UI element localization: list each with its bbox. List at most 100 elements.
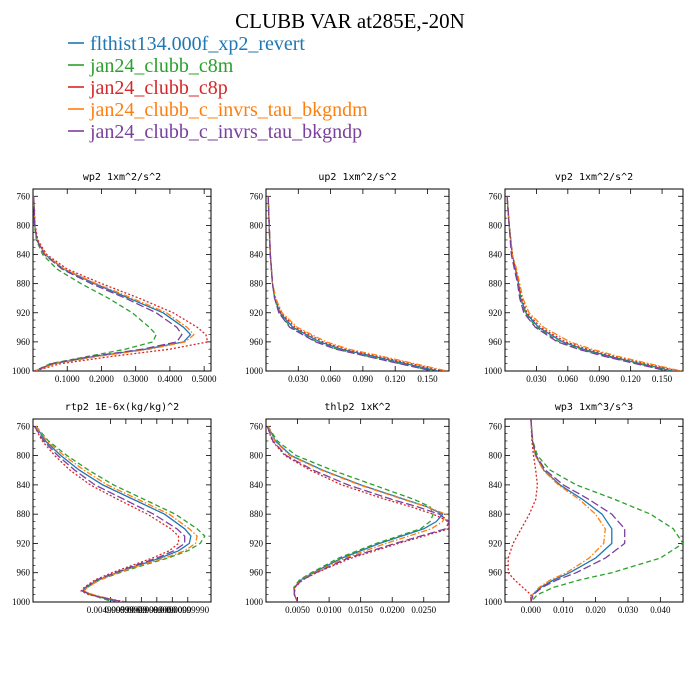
y-tick-label: 1000	[245, 366, 264, 376]
series-line	[530, 419, 626, 602]
y-tick-label: 880	[489, 509, 503, 519]
x-tick-label: 0.150	[652, 374, 673, 384]
y-tick-label: 1000	[12, 597, 31, 607]
series-line	[506, 196, 673, 371]
y-tick-label: 960	[17, 568, 31, 578]
x-tick-label: 0.010	[553, 605, 574, 615]
y-tick-label: 840	[489, 250, 503, 260]
y-tick-label: 1000	[12, 366, 31, 376]
series-line	[506, 196, 670, 371]
y-tick-label: 920	[17, 308, 31, 318]
series-line	[267, 425, 434, 602]
x-tick-label: 0.1000	[55, 374, 80, 384]
series-line	[507, 419, 539, 602]
series-group	[507, 419, 683, 602]
y-tick-label: 840	[489, 480, 503, 490]
panel-frame	[265, 188, 450, 372]
panel-title: thlp2 1xK^2	[324, 402, 390, 413]
series-line	[33, 196, 195, 371]
y-tick-label: 800	[489, 451, 503, 461]
series-line	[35, 425, 198, 602]
x-tick-label: 0.030	[526, 374, 547, 384]
panel-6: wp3 1xm^3/s^3 760 800 840 880 920 960 1000 0.000…	[484, 402, 684, 615]
x-tick-label: 0.030	[288, 374, 309, 384]
series-line	[267, 426, 444, 602]
series-group	[33, 196, 209, 371]
series-line	[35, 425, 206, 602]
legend-entry: jan24_clubb_c8m	[68, 55, 234, 77]
y-tick-label: 760	[17, 191, 31, 201]
x-tick-label: 0.4000	[158, 374, 183, 384]
legend-entry: jan24_clubb_c_invrs_tau_bkgndm	[68, 99, 368, 121]
y-tick-label: 960	[250, 568, 264, 578]
y-tick-label: 800	[17, 451, 31, 461]
panel-frame	[265, 418, 450, 603]
panel-4: rtp2 1E-6x(kg/kg)^2 760 800 840 880 920 960 100…	[12, 402, 212, 615]
y-tick-label: 760	[489, 421, 503, 431]
y-tick-label: 760	[250, 421, 264, 431]
y-tick-label: 840	[250, 250, 264, 260]
series-line	[506, 196, 682, 371]
x-tick-label: 0.120	[621, 374, 642, 384]
panel-frame	[504, 188, 684, 372]
series-line	[530, 419, 606, 602]
y-tick-label: 1000	[484, 597, 503, 607]
x-tick-label: 0.00699999	[120, 605, 163, 615]
x-tick-label: 0.090	[353, 374, 374, 384]
x-tick-label: 0.030	[618, 605, 639, 615]
series-line	[33, 196, 183, 371]
series-line	[33, 425, 186, 602]
y-tick-label: 960	[489, 568, 503, 578]
y-tick-label: 920	[250, 538, 264, 548]
legend-label: jan24_clubb_c8p	[89, 77, 228, 99]
legend-label: jan24_clubb_c_invrs_tau_bkgndp	[89, 121, 362, 143]
series-line	[266, 426, 449, 602]
series-line	[506, 196, 668, 371]
x-tick-label: 0.3000	[123, 374, 148, 384]
x-tick-label: 0.00599999	[104, 605, 147, 615]
panel-title: rtp2 1E-6x(kg/kg)^2	[65, 402, 179, 413]
panel-5: thlp2 1xK^2 760 800 840 880 920 960 1000 0.0050 0…	[245, 402, 450, 615]
y-tick-label: 1000	[484, 366, 503, 376]
y-tick-label: 760	[17, 421, 31, 431]
series-group	[267, 196, 447, 371]
y-tick-label: 800	[250, 451, 264, 461]
y-tick-label: 840	[17, 480, 31, 490]
y-tick-label: 800	[250, 220, 264, 230]
legend-entry: jan24_clubb_c8p	[68, 77, 228, 99]
legend-label: jan24_clubb_c_invrs_tau_bkgndm	[89, 99, 368, 121]
series-line	[267, 196, 444, 371]
y-tick-label: 880	[17, 279, 31, 289]
panel-title: up2 1xm^2/s^2	[318, 172, 396, 183]
panel-frame	[32, 418, 212, 603]
x-tick-label: 0.2000	[89, 374, 114, 384]
series-line	[267, 196, 434, 371]
x-tick-label: 0.150	[417, 374, 438, 384]
y-tick-label: 960	[17, 337, 31, 347]
x-tick-label: 0.0150	[348, 605, 373, 615]
y-tick-label: 920	[489, 308, 503, 318]
y-tick-label: 920	[489, 538, 503, 548]
y-tick-label: 840	[17, 250, 31, 260]
x-tick-label: 0.0250	[411, 605, 436, 615]
panel-1: wp2 1xm^2/s^2 760 800 840 880 920 960 1000 0.100…	[12, 172, 217, 384]
series-line	[33, 196, 157, 371]
y-tick-label: 800	[17, 220, 31, 230]
x-tick-label: 0.004999999	[87, 605, 135, 615]
series-line	[266, 426, 449, 602]
panel-3: vp2 1xm^2/s^2 760 800 840 880 920 960 1000 0.030…	[484, 172, 684, 384]
y-tick-label: 800	[489, 220, 503, 230]
x-tick-label: 0.060	[558, 374, 579, 384]
series-line	[267, 196, 434, 371]
x-tick-label: 0.060	[320, 374, 341, 384]
legend-entry: jan24_clubb_c_invrs_tau_bkgndp	[68, 121, 362, 143]
y-tick-label: 880	[250, 509, 264, 519]
x-tick-label: 0.0100	[317, 605, 342, 615]
x-tick-label: 0.090	[589, 374, 610, 384]
panel-title: wp2 1xm^2/s^2	[83, 172, 161, 183]
y-tick-label: 920	[250, 308, 264, 318]
panel-frame	[32, 188, 212, 372]
series-line	[506, 196, 678, 371]
panel-title: vp2 1xm^2/s^2	[555, 172, 633, 183]
